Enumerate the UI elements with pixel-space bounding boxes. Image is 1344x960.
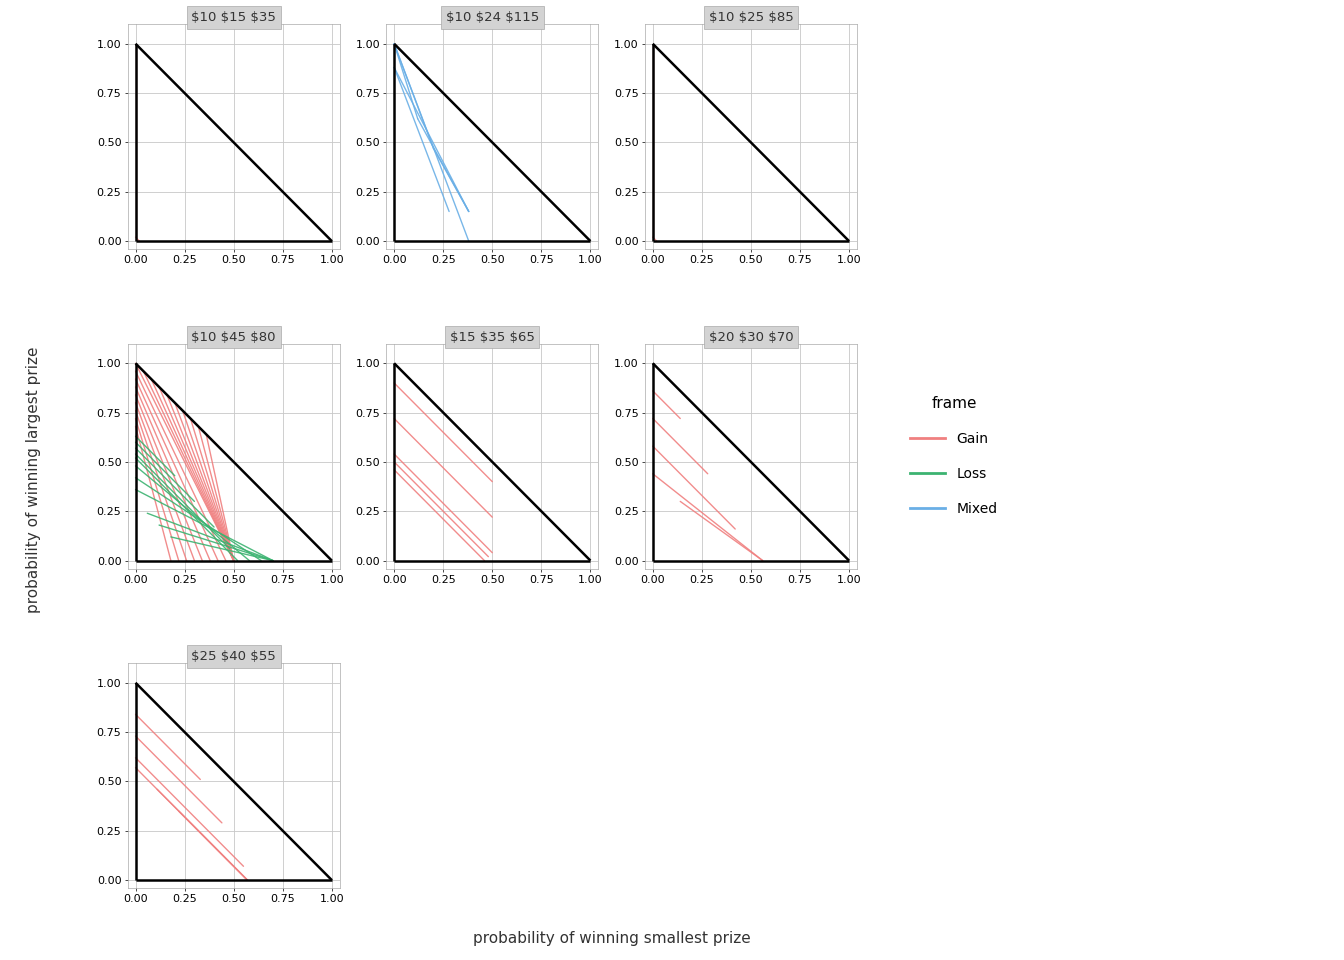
Text: probability of winning largest prize: probability of winning largest prize	[26, 347, 42, 613]
Text: probability of winning smallest prize: probability of winning smallest prize	[473, 930, 750, 946]
Title: $25 $40 $55: $25 $40 $55	[191, 650, 276, 663]
Title: $20 $30 $70: $20 $30 $70	[708, 330, 793, 344]
Legend: Gain, Loss, Mixed: Gain, Loss, Mixed	[910, 396, 997, 516]
Title: $10 $15 $35: $10 $15 $35	[191, 11, 276, 24]
Title: $10 $25 $85: $10 $25 $85	[708, 11, 793, 24]
Title: $10 $24 $115: $10 $24 $115	[446, 11, 539, 24]
Title: $10 $45 $80: $10 $45 $80	[191, 330, 276, 344]
Title: $15 $35 $65: $15 $35 $65	[450, 330, 535, 344]
